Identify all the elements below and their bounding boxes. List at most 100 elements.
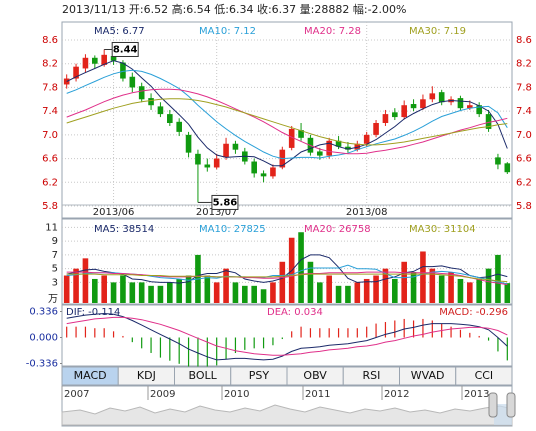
volume-bar [373,275,379,303]
volume-bar [335,285,342,303]
y-tick-label: 6.6 [42,154,58,165]
annotation-box [211,194,239,210]
candle-body [392,112,398,118]
year-label: 2013 [464,389,489,400]
legend-entry: DIF: -0.114 [66,307,120,318]
volume-bar [242,285,248,303]
legend-entry: MA10: 27825 [199,224,266,235]
timeline: 2007 2009 2010 2011 2012 2013 [61,385,516,427]
volume-bar [438,275,445,303]
volume-bar [467,282,473,303]
indicator-tab-label[interactable]: OBV [303,369,327,382]
volume-panel [61,218,513,305]
candle-body [298,130,304,138]
volume-bar [157,285,164,303]
candle-body [410,104,417,109]
candle-body [354,143,361,150]
candle-body [148,98,154,106]
volume-bar [260,289,267,303]
volume-bar [101,275,107,303]
volume-bar [82,258,89,303]
volume-bar [120,275,126,303]
y-tick-label-right: 7.8 [516,82,532,93]
volume-bar [176,278,182,303]
candle-body [120,62,126,79]
volume-bar [223,268,229,303]
y-tick-label-right: 6.6 [516,154,532,165]
year-label: 2009 [150,389,175,400]
candle-body [429,93,436,100]
year-label: 2007 [64,389,89,400]
volume-bar [138,282,145,303]
candle-body [504,163,511,173]
volume-bar [382,268,389,303]
candle-body [485,114,492,129]
indicator-tab-label[interactable]: KDJ [137,369,156,382]
volume-bar [429,268,436,303]
volume-bar [307,261,314,303]
candle-body [176,121,182,132]
candle-body [373,123,379,135]
legend-entry: MA5: 38514 [94,224,154,235]
volume-bar [251,285,257,303]
y-tick-label: 9 [52,236,58,247]
y-tick-label: 5.8 [42,201,58,212]
timeline-handle-left[interactable] [488,392,498,418]
candle-body [92,57,98,64]
volume-bar [476,278,482,303]
volume-bar [504,283,511,303]
volume-bar [485,268,492,303]
indicator-tab-label[interactable]: RSI [362,369,380,382]
candle-body [213,158,220,168]
candle-body [195,153,201,165]
volume-bar [457,278,464,303]
y-tick-label: 8.2 [42,59,58,70]
quote-header: 2013/11/13 开:6.52 高:6.54 低:6.34 收:6.37 量… [62,2,407,16]
candle-body [457,98,464,109]
volume-bar [129,282,136,303]
x-tick-label: 2013/07 [196,207,238,218]
volume-bar [148,285,154,303]
year-label: 2011 [305,389,330,400]
volume-bar [73,268,79,303]
indicator-tab[interactable] [455,366,513,386]
year-label: 2012 [384,389,409,400]
y-tick-label: 7.4 [42,106,58,117]
candle-body [326,140,332,156]
legend-entry: MA30: 31104 [409,224,476,235]
candle-body [401,105,407,118]
y-tick-label: 7.8 [42,82,58,93]
candle-body [270,167,276,177]
candle-body [251,161,257,174]
y-tick-label: 11 [45,222,58,233]
year-label: 2010 [224,389,249,400]
y-tick-label: 0.336 [29,307,58,318]
candle-body [363,134,370,144]
indicator-tab-label[interactable]: BOLL [188,369,217,382]
candle-body [63,78,70,85]
y-tick-label-right: 5.8 [516,201,532,212]
volume-bar [326,275,332,303]
timeline-handle-right[interactable] [506,392,516,418]
indicator-tab-label[interactable]: PSY [249,369,270,382]
volume-bar [185,275,192,303]
candle-body [420,99,426,109]
volume-bar [495,254,501,303]
candle-body [495,157,501,165]
volume-bar [232,282,239,303]
y-tick-label-right: 7.4 [516,106,532,117]
indicator-tab-label[interactable]: MACD [74,369,107,382]
indicator-tab-label[interactable]: CCI [475,369,494,382]
volume-bar [345,285,351,303]
candle-body [157,106,164,115]
ma-line [66,271,508,286]
y-tick-label: 7 [52,250,58,261]
volume-bar [410,272,417,303]
volume-bar [63,275,70,303]
volume-bar [298,232,304,303]
indicator-tab-label[interactable]: WVAD [411,369,445,382]
legend-entry: MA10: 7.12 [199,26,256,37]
legend-entry: DEA: 0.034 [267,307,323,318]
